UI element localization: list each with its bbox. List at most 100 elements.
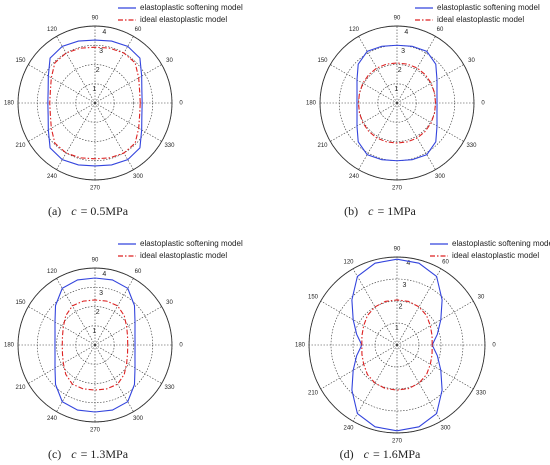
- theta-tick-label: 210: [318, 143, 329, 149]
- outer-circle: [319, 25, 475, 181]
- legend-label: ideal elastoplastic model: [140, 251, 227, 260]
- r-tick-label: 2: [96, 309, 100, 316]
- theta-tick-label: 0: [179, 343, 183, 349]
- theta-tick-label: 240: [47, 174, 58, 180]
- r-tick-label: 4: [102, 271, 106, 278]
- spoke: [320, 300, 398, 346]
- caption-variable: c: [368, 204, 374, 218]
- caption-tag: (b): [344, 204, 358, 218]
- theta-tick-label: 90: [394, 16, 401, 22]
- r-tick-label: 3: [99, 290, 103, 297]
- theta-tick-label: 210: [16, 385, 27, 391]
- spoke: [56, 344, 96, 412]
- r-tick-label: 2: [398, 67, 402, 74]
- theta-tick-label: 120: [343, 259, 354, 265]
- spoke: [396, 344, 442, 422]
- theta-tick-label: 120: [47, 27, 58, 33]
- series-line: [356, 44, 438, 162]
- theta-tick-label: 210: [308, 391, 319, 397]
- spoke: [28, 102, 96, 142]
- r-tick-label: 4: [406, 260, 410, 267]
- theta-tick-label: 240: [343, 426, 354, 432]
- legend-label: elastoplastic softening model: [140, 239, 243, 248]
- theta-tick-label: 330: [466, 143, 477, 149]
- theta-tick-label: 90: [394, 247, 401, 253]
- outer-circle: [17, 267, 173, 423]
- spoke: [94, 278, 134, 346]
- r-tick-label: 1: [92, 328, 96, 335]
- spoke: [352, 344, 398, 422]
- legend-label: elastoplastic softening model: [452, 239, 550, 248]
- theta-tick-label: 30: [468, 58, 475, 64]
- caption-value: = 1MPa: [377, 204, 416, 218]
- r-tick-label: 1: [92, 86, 96, 93]
- spoke: [94, 64, 162, 104]
- theta-tick-label: 240: [47, 416, 58, 422]
- spoke: [396, 36, 436, 104]
- spoke: [396, 64, 464, 104]
- spoke: [28, 306, 96, 346]
- spoke: [320, 344, 398, 390]
- caption: (d) c = 1.6MPa: [340, 447, 421, 461]
- spoke: [358, 36, 398, 104]
- r-tick-label: 2: [399, 304, 403, 311]
- theta-tick-label: 180: [306, 101, 317, 107]
- theta-tick-label: 270: [90, 428, 101, 434]
- theta-tick-label: 330: [164, 385, 175, 391]
- spoke: [396, 102, 436, 170]
- spoke: [396, 344, 474, 390]
- theta-tick-label: 270: [392, 439, 403, 445]
- legend-label: ideal elastoplastic model: [452, 251, 539, 260]
- caption-value: = 1.3MPa: [81, 447, 129, 461]
- r-tick-label: 2: [96, 67, 100, 74]
- caption: (b) c = 1MPa: [344, 204, 416, 218]
- spoke: [28, 344, 96, 384]
- grid-circle: [56, 306, 134, 384]
- theta-tick-label: 270: [90, 186, 101, 192]
- theta-tick-label: 150: [16, 300, 27, 306]
- r-tick-label: 3: [99, 48, 103, 55]
- theta-tick-label: 60: [135, 27, 142, 33]
- series-line: [54, 277, 136, 413]
- spoke: [28, 64, 96, 104]
- spoke: [94, 102, 162, 142]
- r-tick-label: 4: [404, 29, 408, 36]
- spoke: [94, 344, 162, 384]
- theta-tick-label: 120: [349, 27, 360, 33]
- theta-tick-label: 150: [308, 295, 319, 301]
- theta-tick-label: 90: [92, 16, 99, 22]
- theta-tick-label: 120: [47, 269, 58, 275]
- spoke: [94, 36, 134, 104]
- legend-label: elastoplastic softening model: [140, 3, 243, 12]
- theta-tick-label: 150: [318, 58, 329, 64]
- series-line: [361, 299, 433, 391]
- spoke: [396, 102, 464, 142]
- theta-tick-label: 30: [478, 295, 485, 301]
- theta-tick-label: 90: [92, 258, 99, 264]
- theta-tick-label: 330: [476, 391, 487, 397]
- theta-tick-label: 300: [440, 426, 451, 432]
- spoke: [352, 268, 398, 346]
- theta-tick-label: 180: [4, 343, 15, 349]
- grid-circle: [56, 64, 134, 142]
- legend-label: elastoplastic softening model: [437, 3, 540, 12]
- caption: (a) c = 0.5MPa: [48, 204, 129, 218]
- spoke: [358, 102, 398, 170]
- caption-variable: c: [71, 204, 77, 218]
- spoke: [396, 268, 442, 346]
- r-tick-label: 1: [394, 86, 398, 93]
- series-line: [47, 39, 143, 167]
- spoke: [396, 300, 474, 346]
- theta-tick-label: 0: [492, 343, 496, 349]
- series-line: [357, 62, 437, 144]
- caption-variable: c: [364, 447, 370, 461]
- spoke: [56, 102, 96, 170]
- spoke: [56, 36, 96, 104]
- spoke: [94, 344, 134, 412]
- theta-tick-label: 330: [164, 143, 175, 149]
- theta-tick-label: 0: [481, 101, 485, 107]
- spoke: [330, 102, 398, 142]
- theta-tick-label: 60: [442, 259, 449, 265]
- theta-tick-label: 60: [135, 269, 142, 275]
- theta-tick-label: 180: [295, 343, 306, 349]
